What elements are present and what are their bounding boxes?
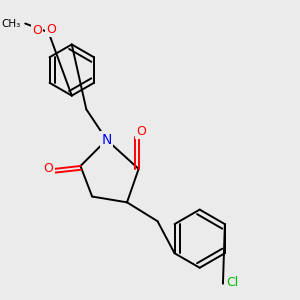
Text: O: O	[32, 24, 42, 37]
Text: O: O	[44, 162, 53, 176]
Text: CH₃: CH₃	[2, 19, 21, 28]
Text: N: N	[101, 133, 112, 147]
Text: O: O	[46, 23, 56, 36]
Text: O: O	[136, 124, 146, 138]
Text: Cl: Cl	[226, 276, 239, 289]
